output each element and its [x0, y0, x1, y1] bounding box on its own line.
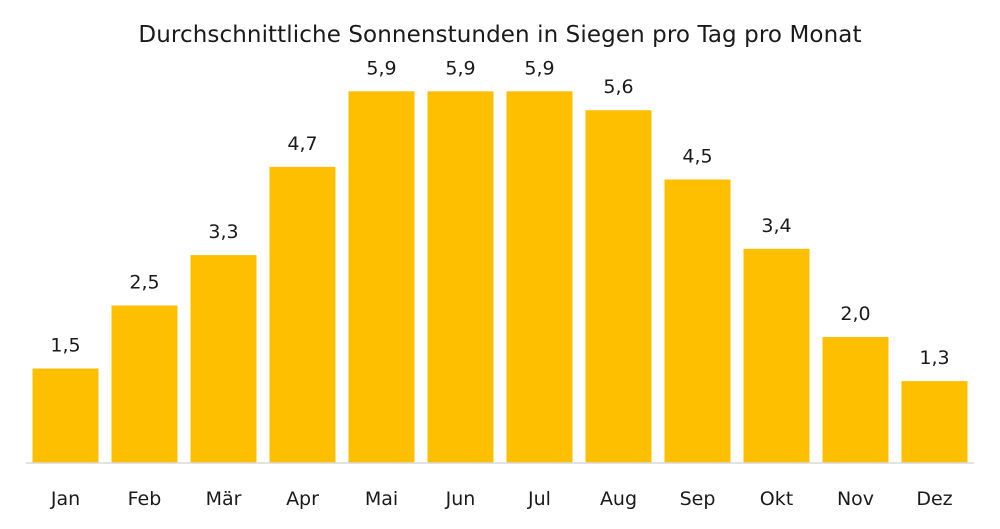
value-label-Aug: 5,6 — [603, 76, 633, 98]
category-label-Apr: Apr — [286, 488, 319, 510]
category-label-Nov: Nov — [837, 488, 874, 510]
category-label-Dez: Dez — [916, 488, 952, 510]
value-label-Feb: 2,5 — [129, 272, 159, 294]
bar-Feb — [111, 305, 178, 463]
value-label-Mär: 3,3 — [208, 221, 238, 243]
bar-Jun — [427, 91, 494, 464]
category-label-Feb: Feb — [128, 488, 162, 510]
value-label-Nov: 2,0 — [840, 303, 870, 325]
category-label-Jun: Jun — [445, 488, 476, 510]
value-label-Jun: 5,9 — [445, 57, 475, 79]
bar-Jul — [506, 91, 573, 464]
category-label-Mär: Mär — [206, 488, 242, 510]
category-label-Aug: Aug — [600, 488, 637, 510]
category-label-Mai: Mai — [365, 488, 398, 510]
value-label-Dez: 1,3 — [919, 347, 949, 369]
value-label-Sep: 4,5 — [682, 146, 712, 168]
bar-Dez — [901, 381, 968, 463]
bar-Mär — [190, 255, 257, 463]
chart-title: Durchschnittliche Sonnenstunden in Siege… — [138, 22, 862, 48]
bar-Apr — [269, 166, 336, 463]
value-label-Apr: 4,7 — [287, 133, 317, 155]
value-label-Jan: 1,5 — [50, 335, 80, 357]
bar-Aug — [585, 110, 652, 463]
value-label-Okt: 3,4 — [761, 215, 791, 237]
bar-Okt — [743, 248, 810, 463]
category-label-Jan: Jan — [50, 488, 80, 510]
bar-Nov — [822, 337, 889, 463]
category-label-Okt: Okt — [760, 488, 793, 510]
value-label-Mai: 5,9 — [366, 57, 396, 79]
category-label-Jul: Jul — [527, 488, 551, 510]
bar-Jan — [32, 368, 99, 463]
category-label-Sep: Sep — [680, 488, 716, 510]
bar-Mai — [348, 91, 415, 464]
bar-Sep — [664, 179, 731, 463]
value-label-Jul: 5,9 — [524, 57, 554, 79]
